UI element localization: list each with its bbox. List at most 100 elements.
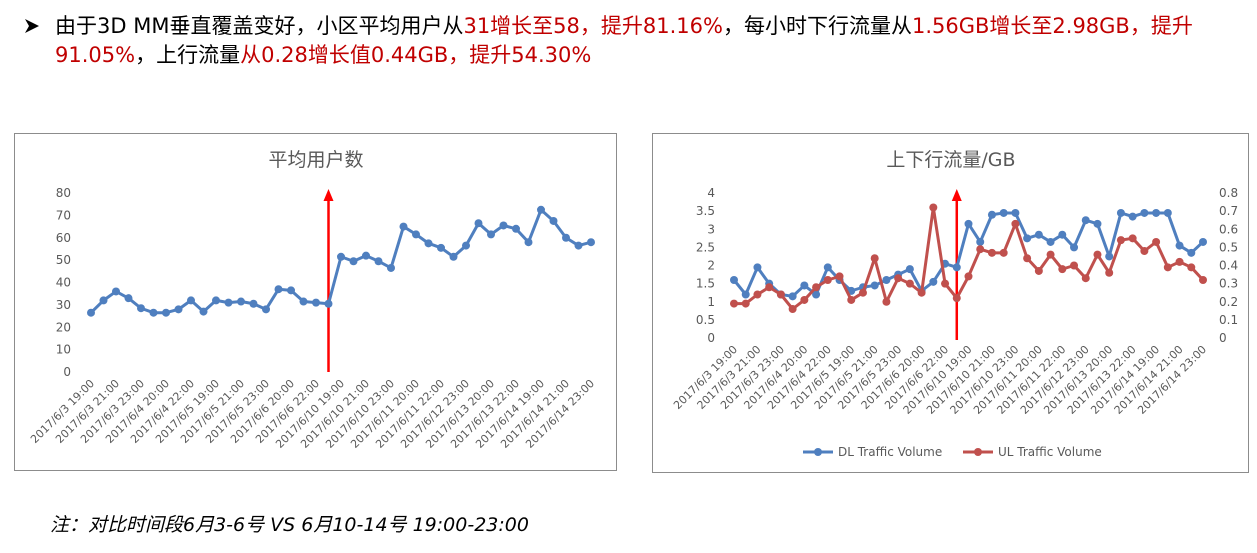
point [1152,237,1161,246]
y-tick-label: 4 [707,186,715,200]
y2-tick-label: 0.4 [1219,259,1238,273]
y-tick-label: 3 [707,222,715,236]
y2-tick-label: 0.1 [1219,313,1238,327]
point [1046,250,1055,259]
y-tick-label: 0 [707,331,715,345]
point [1116,208,1125,217]
point [137,304,145,313]
point [753,290,762,299]
point [964,272,973,281]
point [905,265,914,274]
point [299,297,308,306]
point [1034,230,1043,239]
point [730,276,738,284]
y-tick-label: 20 [56,320,71,334]
point [537,205,545,214]
point [399,222,408,231]
headline-segment: 31增长至58，提升81.16% [463,14,723,38]
chart-title: 平均用户数 [268,149,363,171]
point [249,299,258,308]
point [765,283,774,292]
y-tick-label: 2.5 [696,240,715,254]
point [1175,257,1184,266]
point [99,296,108,305]
point [999,208,1008,217]
point [952,294,961,303]
point [999,248,1008,257]
y-tick-label: 0 [63,365,71,379]
point [87,308,95,317]
point [976,237,985,246]
point [174,305,183,314]
point [1175,241,1184,250]
chart-frame: 平均用户数 0 10 20 30 40 50 60 70 80 2017/6/3 19:00 2017… [14,133,617,471]
point [812,283,821,292]
point [262,305,270,314]
chart-title: 上下行流量/GB [886,149,1015,171]
y2-tick-label: 0.5 [1219,240,1238,254]
headline-segment: ，上行流量 [135,43,241,67]
point [858,288,867,297]
point [237,297,245,306]
point [1081,274,1090,283]
point [562,233,570,242]
point [882,276,891,284]
point [287,286,295,295]
point [882,297,891,306]
point [474,219,483,228]
point [162,308,170,317]
point [1011,208,1020,217]
point [387,263,395,272]
point [788,292,797,301]
headline-segment: 1.56GB增长至2.98GB，提升91.05% [55,14,1193,67]
y-tick-label: 10 [56,343,71,357]
point [1070,243,1079,252]
point [324,299,333,308]
y2-tick-label: 0.2 [1219,295,1238,309]
y-tick-label: 1.5 [696,277,715,291]
point [349,257,358,266]
point [823,276,832,284]
y2-tick-label: 0.7 [1219,204,1238,218]
point [1034,266,1043,275]
point [1199,237,1207,246]
point [823,263,832,272]
chart-frame: 上下行流量/GB 0 0.5 1 1.5 2 2.5 3 3.5 4 0 0.1 0.2 0.3 0.4 0.… [652,133,1249,473]
point [374,257,383,266]
point [362,251,370,260]
point [1011,219,1020,228]
point [487,230,495,239]
point [800,295,809,304]
headline-segment: ，每小时下行流量从 [722,14,912,38]
point [1163,263,1172,272]
point [835,272,844,281]
point [124,294,133,303]
y-tick-label: 0.5 [696,313,715,327]
point [1199,276,1207,284]
point [224,298,233,307]
point [1140,208,1149,217]
point [1152,208,1161,217]
y-tick-label: 50 [56,253,71,267]
point [587,238,595,247]
point [574,241,583,250]
point [1105,268,1114,277]
point [1023,234,1032,243]
point [894,274,903,283]
point [870,281,879,290]
point [976,245,985,254]
headline-segment: 从0.28增长值0.44GB，提升54.30% [240,43,592,67]
point [812,290,821,299]
point [870,254,879,263]
point [929,203,938,212]
chart: 上下行流量/GB 0 0.5 1 1.5 2 2.5 3 3.5 4 0 0.1 0.2 0.3 0.4 0.… [671,149,1238,459]
headline: 由于3D MM垂直覆盖变好，小区平均用户从31增长至58，提升81.16%，每小… [55,12,1205,70]
point [1058,265,1067,274]
legend-label: UL Traffic Volume [998,445,1102,459]
y-tick-label: 60 [56,231,71,245]
point [499,221,508,230]
point [1116,236,1125,245]
point [1023,254,1032,263]
point [987,248,996,257]
